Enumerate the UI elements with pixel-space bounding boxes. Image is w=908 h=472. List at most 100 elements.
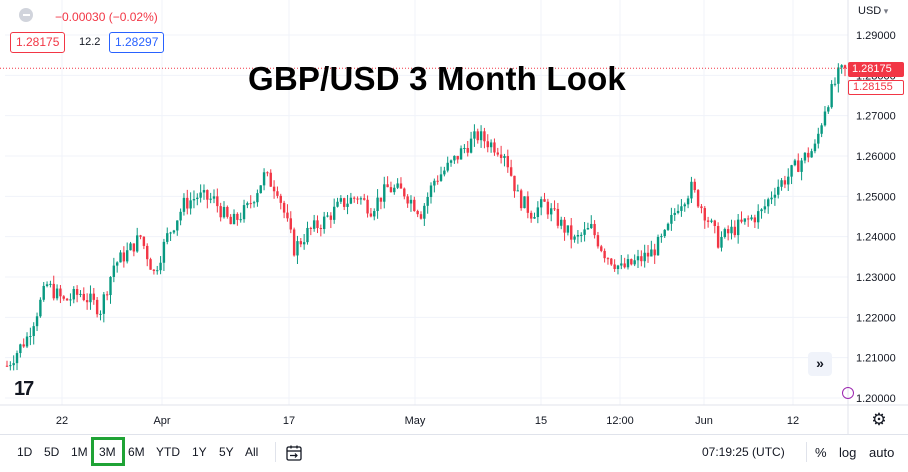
range-button-ytd[interactable]: YTD	[156, 445, 180, 459]
candle-body	[115, 262, 119, 266]
spread-value: 12.2	[79, 36, 101, 48]
candle-body	[466, 147, 469, 153]
x-tick-label: Apr	[153, 415, 170, 427]
event-marker-icon[interactable]	[842, 387, 854, 399]
candle-body	[212, 196, 216, 199]
candle-body	[439, 174, 443, 181]
candle-body	[620, 263, 623, 266]
candle-body	[226, 206, 229, 217]
candle-body	[600, 246, 603, 251]
range-button-1y[interactable]: 1Y	[192, 445, 207, 459]
range-button-1d[interactable]: 1D	[17, 445, 33, 459]
candle-body	[843, 65, 847, 69]
candle-body	[753, 217, 757, 223]
candle-body	[129, 243, 132, 251]
candle-body	[132, 243, 136, 252]
candle-body	[770, 197, 773, 200]
candle-body	[730, 226, 733, 234]
percent-scale-button[interactable]: %	[815, 445, 827, 460]
x-tick-label: 17	[283, 415, 295, 427]
candle-body	[653, 249, 656, 256]
candle-body	[827, 107, 830, 112]
candle-body	[12, 363, 15, 366]
candle-body	[817, 133, 820, 144]
candle-body	[716, 226, 720, 248]
candle-body	[580, 234, 583, 236]
candle-body	[693, 181, 696, 191]
gear-icon[interactable]: ⚙	[871, 410, 887, 429]
range-button-all[interactable]: All	[245, 445, 259, 459]
candle-body	[823, 111, 827, 126]
candle-body	[229, 216, 232, 225]
candle-body	[523, 196, 526, 209]
candle-body	[453, 155, 456, 161]
candle-body	[720, 237, 723, 248]
candle-body	[570, 225, 573, 240]
candle-body	[299, 241, 303, 245]
range-button-1m[interactable]: 1M	[71, 445, 88, 459]
candle-body	[423, 205, 426, 219]
candle-body	[787, 176, 790, 185]
candle-body	[326, 215, 329, 217]
calendar-goto-icon[interactable]	[285, 444, 303, 462]
candle-body	[242, 205, 246, 220]
candle-body	[610, 258, 613, 265]
candle-body	[189, 200, 192, 209]
candle-body	[403, 188, 406, 197]
candle-body	[266, 172, 269, 174]
log-scale-button[interactable]: log	[839, 445, 857, 460]
candle-body	[713, 220, 716, 227]
candle-body	[499, 154, 503, 158]
candle-body	[519, 190, 523, 209]
bid-price-box[interactable]: 1.28175	[10, 32, 66, 53]
utc-clock[interactable]: 07:19:25 (UTC)	[702, 445, 785, 459]
candle-body	[486, 141, 489, 148]
candle-body	[723, 229, 727, 238]
range-button-3m[interactable]: 3M	[99, 445, 116, 459]
candle-body	[353, 197, 356, 199]
candle-body	[59, 288, 62, 297]
range-button-6m[interactable]: 6M	[128, 445, 145, 459]
candle-body	[820, 125, 823, 134]
candle-body	[249, 203, 252, 205]
candle-body	[15, 353, 19, 364]
candle-body	[389, 187, 393, 193]
candle-body	[192, 199, 196, 201]
candle-body	[219, 206, 222, 218]
candle-body	[476, 131, 479, 141]
candle-body	[232, 213, 236, 225]
range-button-5d[interactable]: 5D	[44, 445, 60, 459]
candle-body	[359, 198, 363, 200]
candle-body	[446, 162, 449, 171]
candle-body	[646, 252, 650, 257]
scroll-to-realtime-button[interactable]: »	[808, 352, 832, 376]
candle-body	[680, 206, 683, 211]
candle-body	[656, 236, 660, 256]
tradingview-logo[interactable]: 17	[14, 378, 34, 400]
currency-selector[interactable]: USD	[858, 5, 888, 17]
candle-body	[780, 180, 783, 187]
candle-body	[706, 220, 710, 222]
candle-body	[282, 202, 286, 213]
candle-body	[683, 204, 686, 207]
candle-body	[339, 198, 343, 202]
candle-body	[686, 198, 690, 205]
y-tick-label: 1.26000	[856, 151, 896, 163]
candle-body	[513, 175, 516, 192]
candle-body	[62, 296, 65, 299]
ask-price-box[interactable]: 1.28297	[109, 32, 165, 53]
x-tick-label: 12:00	[606, 415, 634, 427]
candle-body	[636, 256, 640, 261]
candle-body	[386, 184, 389, 188]
range-button-5y[interactable]: 5Y	[219, 445, 234, 459]
candle-body	[777, 186, 780, 195]
collapse-legend-button[interactable]	[19, 8, 33, 22]
x-tick-label: 12	[787, 415, 799, 427]
candle-body	[369, 213, 373, 217]
candle-body	[272, 186, 276, 192]
candle-body	[767, 199, 770, 207]
auto-scale-button[interactable]: auto	[869, 445, 895, 460]
candle-body	[383, 184, 386, 202]
